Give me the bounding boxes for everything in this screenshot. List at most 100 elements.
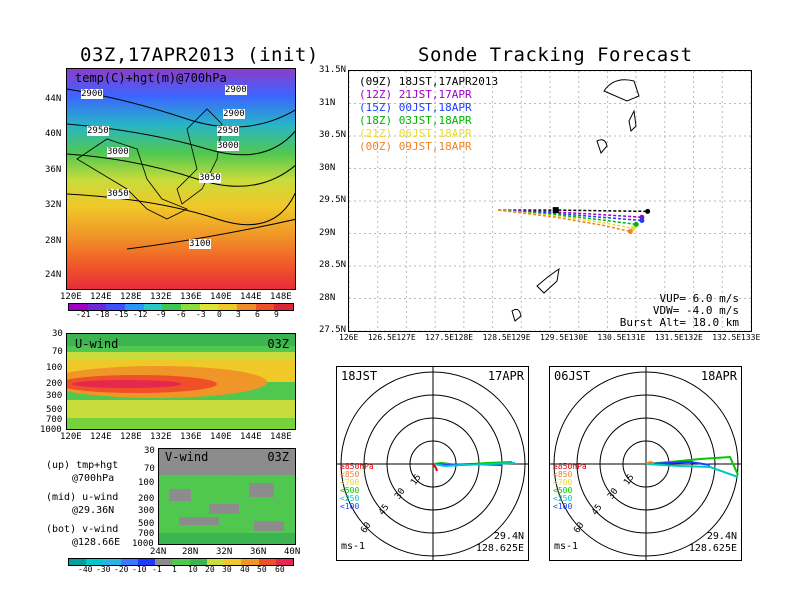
vup-param: VUP= 6.0 m/s [659,292,739,305]
contour-label: 2900 [225,85,247,95]
polar-right-lat: 29.4N [706,531,737,542]
v-wind-time: 03Z [267,450,289,464]
legend-tag: (12Z) [359,88,393,101]
lat-tick: 30.5N [319,130,347,140]
vdw-param: VDW= -4.0 m/s [652,304,739,317]
note-mid-2: @29.36N [72,505,115,516]
lat-tick: 36N [250,547,267,557]
polar-right-time: 06JST [554,369,591,383]
burst-marker [552,207,559,214]
track-series-line [498,209,637,226]
lat-tick: 29.5N [319,195,347,205]
legend-tag: (18Z) [359,114,393,127]
lon-tick: 132E [150,292,172,302]
p-tick: 500 [46,405,63,415]
p-tick: 1000 [132,539,154,549]
tracking-map-svg [349,71,751,331]
lon-tick: 148E [270,432,292,442]
track-endpoint [639,218,645,223]
temp-colorbar-label: 9 [274,310,279,319]
temp-hgt-map: temp(C)+hgt(m)@700hPa 2900 2900 2950 295… [66,68,296,290]
track-endpoint [630,225,636,231]
polar-left-time: 18JST [341,369,378,383]
p-tick: 30 [52,329,63,339]
temp-colorbar-label: -9 [156,310,166,319]
lat-tick: 24N [150,547,167,557]
temp-colorbar-label: -3 [196,310,206,319]
lat-tick: 30N [319,162,336,173]
p-tick: 100 [46,363,63,373]
v-wind-label: V-wind [165,450,209,464]
contour-label: 2900 [223,109,245,119]
track-legend-item: (00Z) 09JST,18APR [359,140,498,153]
pressure-legend-item: <850 [553,470,573,479]
contour-label: 2950 [87,126,109,136]
note-bot-1: (bot) v-wind [46,524,119,535]
contour-label: 2900 [81,89,103,99]
polar-panel-right: 06JST 18APR 15 30 45 60 ≥850hPa <850 <70… [549,366,742,561]
pressure-legend: ≥850hPa <850 <700 <500 <250 <100 [340,463,374,511]
lon-tick: 132E [683,333,703,342]
wind-colorbar-label: -30 [96,565,111,574]
lat-tick: 28N [319,292,336,303]
p-tick: 30 [144,446,155,456]
p-tick: 300 [138,506,155,516]
pressure-legend-item: <250 [553,494,573,503]
polar-right-unit: ms-1 [554,541,579,552]
track-endpoint [633,221,639,227]
legend-text: 21JST,17APR [398,88,472,101]
u-wind-svg [67,334,295,429]
p-tick: 200 [138,494,155,504]
polar-panel-left: 18JST 17APR 15 30 45 60 ≥850hPa <850 <70… [336,366,529,561]
track-legend-item: (21Z) 06JST,18APR [359,127,498,140]
lon-tick: 130.5E [597,333,627,342]
track-series-line [498,209,642,222]
polar-left-date: 17APR [487,369,524,383]
v-wind-panel: V-wind 03Z [158,448,296,545]
lat-tick: 40N [45,129,62,139]
p-tick: 70 [144,464,155,474]
contour-label: 3000 [107,147,129,157]
lon-tick: 129.5E [540,333,569,342]
p-tick: 70 [52,347,63,357]
legend-text: 06JST,18APR [398,127,472,140]
polar-right-date: 18APR [700,369,737,383]
temp-colorbar-label: 6 [255,310,260,319]
note-bot-2: @128.66E [72,537,121,548]
legend-tag: (09Z) [359,75,393,88]
temp-colorbar-label: -12 [133,310,148,319]
lon-tick: 131E [626,333,646,342]
lon-tick: 126E [339,333,359,342]
temp-colorbar-label: -6 [176,310,186,319]
track-legend-item: (12Z) 21JST,17APR [359,88,498,101]
contour-label: 2950 [217,126,239,136]
wind-colorbar [68,558,294,566]
pressure-legend-item: <100 [553,502,573,511]
lon-tick: 132E [150,432,172,442]
lon-tick: 124E [90,432,112,442]
temp-colorbar [68,303,294,311]
legend-text: 03JST,18APR [398,114,472,127]
p-tick: 300 [46,391,63,401]
note-up-2: @700hPa [72,473,115,484]
track-legend-item: (15Z) 00JST,18APR [359,101,498,114]
legend-tag: (00Z) [359,140,393,153]
p-tick: 1000 [40,425,62,435]
pressure-legend-item: <100 [340,502,360,511]
lat-tick: 28.5N [319,260,347,270]
lon-tick: 144E [240,432,262,442]
track-endpoint [627,229,633,235]
lon-tick: 140E [210,432,232,442]
p-tick: 200 [46,379,63,389]
legend-text: 00JST,18APR [398,101,472,114]
pressure-legend-item: ≥850hPa [340,462,374,471]
lon-tick: 133E [741,333,761,342]
lat-tick: 40N [284,547,301,557]
temp-colorbar-label: 0 [217,310,222,319]
lon-tick: 131.5E [654,333,684,342]
contour-label: 3000 [217,141,239,151]
lat-tick: 31N [319,97,336,108]
lon-tick: 127E [396,333,416,342]
track-series-line [498,209,631,233]
lon-tick: 148E [270,292,292,302]
